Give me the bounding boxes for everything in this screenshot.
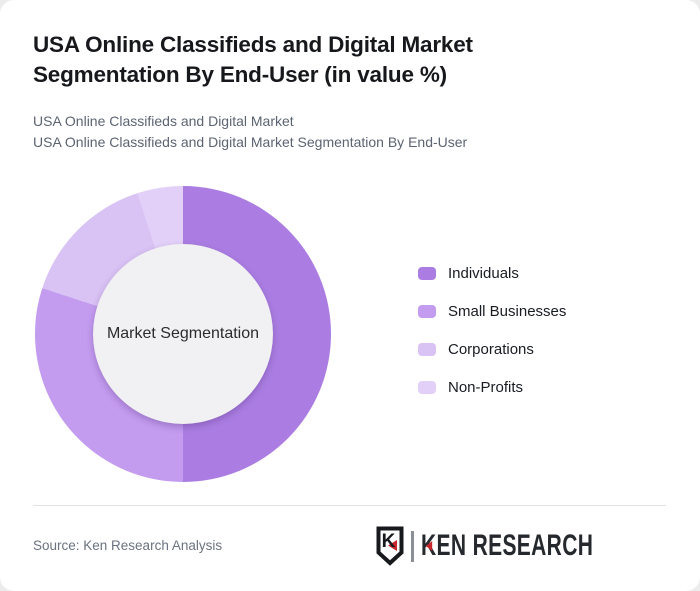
footer-divider [33, 505, 666, 506]
shield-letter: K [381, 531, 396, 552]
source-note: Source: Ken Research Analysis [33, 538, 223, 553]
ken-shield-icon: K [375, 526, 405, 566]
donut-center: Market Segmentation [93, 244, 273, 424]
logo-divider-bar [411, 530, 414, 562]
donut-center-label: Market Segmentation [106, 325, 260, 342]
legend-swatch-icon [418, 266, 436, 280]
chart-subtitles: USA Online Classifieds and Digital Marke… [33, 111, 653, 153]
brand-text: KEN RESEARCH [420, 529, 594, 562]
subtitle-line-1: USA Online Classifieds and Digital Marke… [33, 113, 294, 129]
legend-swatch-icon [418, 342, 436, 356]
subtitle-line-2: USA Online Classifieds and Digital Marke… [33, 134, 468, 150]
ken-research-logo: K KEN RESEARCH [375, 526, 667, 566]
brand-wordmark: KEN RESEARCH [421, 526, 593, 566]
legend-label: Individuals [448, 264, 519, 282]
legend-item-small-businesses[interactable]: Small Businesses [418, 302, 567, 320]
legend-swatch-icon [418, 380, 436, 394]
legend-item-non-profits[interactable]: Non-Profits [418, 378, 566, 396]
legend-swatch-icon [418, 304, 436, 318]
legend-item-individuals[interactable]: Individuals [418, 264, 566, 282]
legend-label: Corporations [448, 340, 534, 358]
shield-red-triangle-icon [388, 540, 398, 551]
legend-item-corporations[interactable]: Corporations [418, 340, 566, 358]
legend-label: Non-Profits [448, 378, 524, 396]
chart-legend: Individuals Small Businesses Corporations N… [418, 264, 567, 396]
brand-red-triangle-icon [425, 541, 433, 551]
donut-chart[interactable]: Market Segmentation [35, 186, 331, 482]
page-title: USA Online Classifieds and Digital Marke… [33, 32, 473, 87]
legend-label: Small Businesses [448, 302, 567, 320]
shield-shape [376, 526, 404, 566]
